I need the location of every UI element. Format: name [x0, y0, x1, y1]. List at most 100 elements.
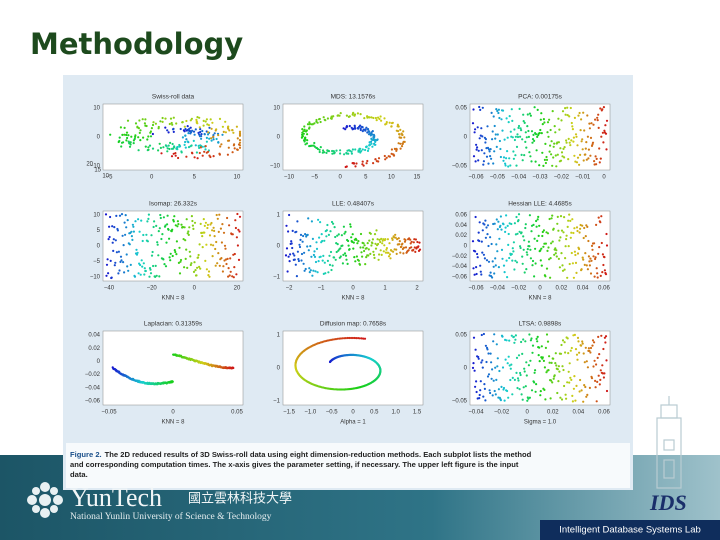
scatter-point: [475, 272, 478, 276]
scatter-point: [602, 106, 606, 109]
subplot-title: MDS: 13.1576s: [331, 94, 377, 101]
scatter-point: [310, 220, 313, 223]
scatter-point: [498, 369, 501, 373]
scatter-point: [596, 276, 599, 279]
scatter-point: [161, 233, 164, 236]
scatter-point: [554, 247, 557, 250]
scatter-point: [361, 160, 364, 163]
scatter-point: [478, 239, 481, 243]
x-axis-label: Alpha = 1: [340, 420, 366, 426]
scatter-point: [535, 133, 538, 136]
scatter-point: [522, 120, 525, 123]
scatter-point: [484, 399, 487, 402]
scatter-point: [156, 241, 159, 244]
scatter-point: [175, 122, 178, 125]
scatter-point: [372, 133, 375, 136]
scatter-point: [384, 123, 387, 126]
scatter-point: [231, 151, 234, 154]
scatter-point: [399, 142, 402, 145]
scatter-point: [563, 146, 566, 149]
scatter-point: [589, 154, 592, 157]
scatter-point: [152, 264, 155, 268]
plot-area: [469, 210, 611, 282]
scatter-point: [605, 244, 609, 247]
scatter-point: [318, 148, 321, 151]
scatter-point: [533, 371, 536, 374]
x-tick-label: −0.5: [326, 410, 339, 416]
scatter-point: [589, 272, 593, 275]
scatter-point: [383, 244, 386, 247]
scatter-point: [205, 151, 208, 154]
scatter-point: [399, 128, 402, 131]
scatter-point: [560, 252, 563, 255]
scatter-point: [475, 390, 478, 394]
scatter-point: [402, 246, 406, 249]
scatter-point: [566, 225, 569, 228]
scatter-point: [516, 133, 519, 136]
scatter-point: [410, 240, 413, 243]
scatter-point: [541, 356, 544, 359]
scatter-point: [599, 378, 602, 381]
scatter-point: [384, 158, 387, 161]
scatter-point: [510, 253, 513, 256]
scatter-point: [495, 145, 498, 148]
scatter-point: [121, 234, 124, 237]
scatter-point: [568, 115, 571, 118]
scatter-point: [400, 145, 404, 148]
scatter-point: [117, 272, 120, 275]
scatter-point: [575, 271, 578, 274]
scatter-point: [116, 229, 119, 232]
scatter-point: [561, 269, 565, 272]
scatter-point: [336, 114, 339, 117]
scatter-point: [494, 257, 497, 260]
x-tick-label: −20: [147, 286, 158, 292]
scatter-point: [557, 257, 561, 260]
scatter-point: [369, 252, 372, 255]
scatter-point: [187, 146, 191, 149]
scatter-point: [397, 142, 400, 145]
scatter-point: [586, 135, 590, 138]
scatter-point: [107, 238, 110, 241]
scatter-point: [218, 117, 222, 120]
scatter-point: [300, 252, 304, 256]
lab-bar: [540, 520, 720, 540]
scatter-point: [402, 130, 405, 133]
scatter-point: [529, 359, 532, 362]
scatter-point: [414, 238, 417, 241]
scatter-point: [403, 240, 407, 243]
scatter-point: [306, 139, 309, 142]
scatter-point: [214, 264, 217, 267]
scatter-point: [594, 118, 597, 121]
scatter-point: [533, 381, 536, 384]
scatter-point: [330, 220, 334, 224]
scatter-point: [124, 233, 127, 236]
scatter-point: [515, 145, 519, 148]
scatter-point: [189, 263, 192, 267]
scatter-point: [339, 149, 342, 152]
scatter-point: [501, 257, 504, 260]
scatter-point: [345, 152, 348, 155]
scatter-point: [184, 140, 187, 144]
scatter-point: [539, 128, 542, 132]
scatter-point: [491, 260, 494, 263]
scatter-point: [535, 149, 538, 152]
subplot: Laplacian: 0.31359s0.040.020−0.02−0.04−0…: [85, 321, 244, 426]
scatter-point: [232, 366, 235, 370]
scatter-point: [392, 250, 395, 253]
scatter-point: [190, 144, 193, 147]
scatter-point: [199, 146, 202, 149]
scatter-point: [154, 122, 157, 125]
scatter-point: [325, 235, 328, 238]
scatter-point: [128, 243, 131, 246]
scatter-point: [204, 259, 207, 262]
scatter-point: [540, 247, 543, 250]
scatter-point: [567, 219, 570, 222]
scatter-point: [584, 252, 587, 255]
scatter-point: [528, 214, 532, 217]
scatter-point: [143, 122, 146, 125]
scatter-point: [536, 108, 539, 111]
scatter-point: [585, 264, 588, 267]
scatter-point: [488, 389, 491, 392]
scatter-point: [528, 245, 531, 248]
